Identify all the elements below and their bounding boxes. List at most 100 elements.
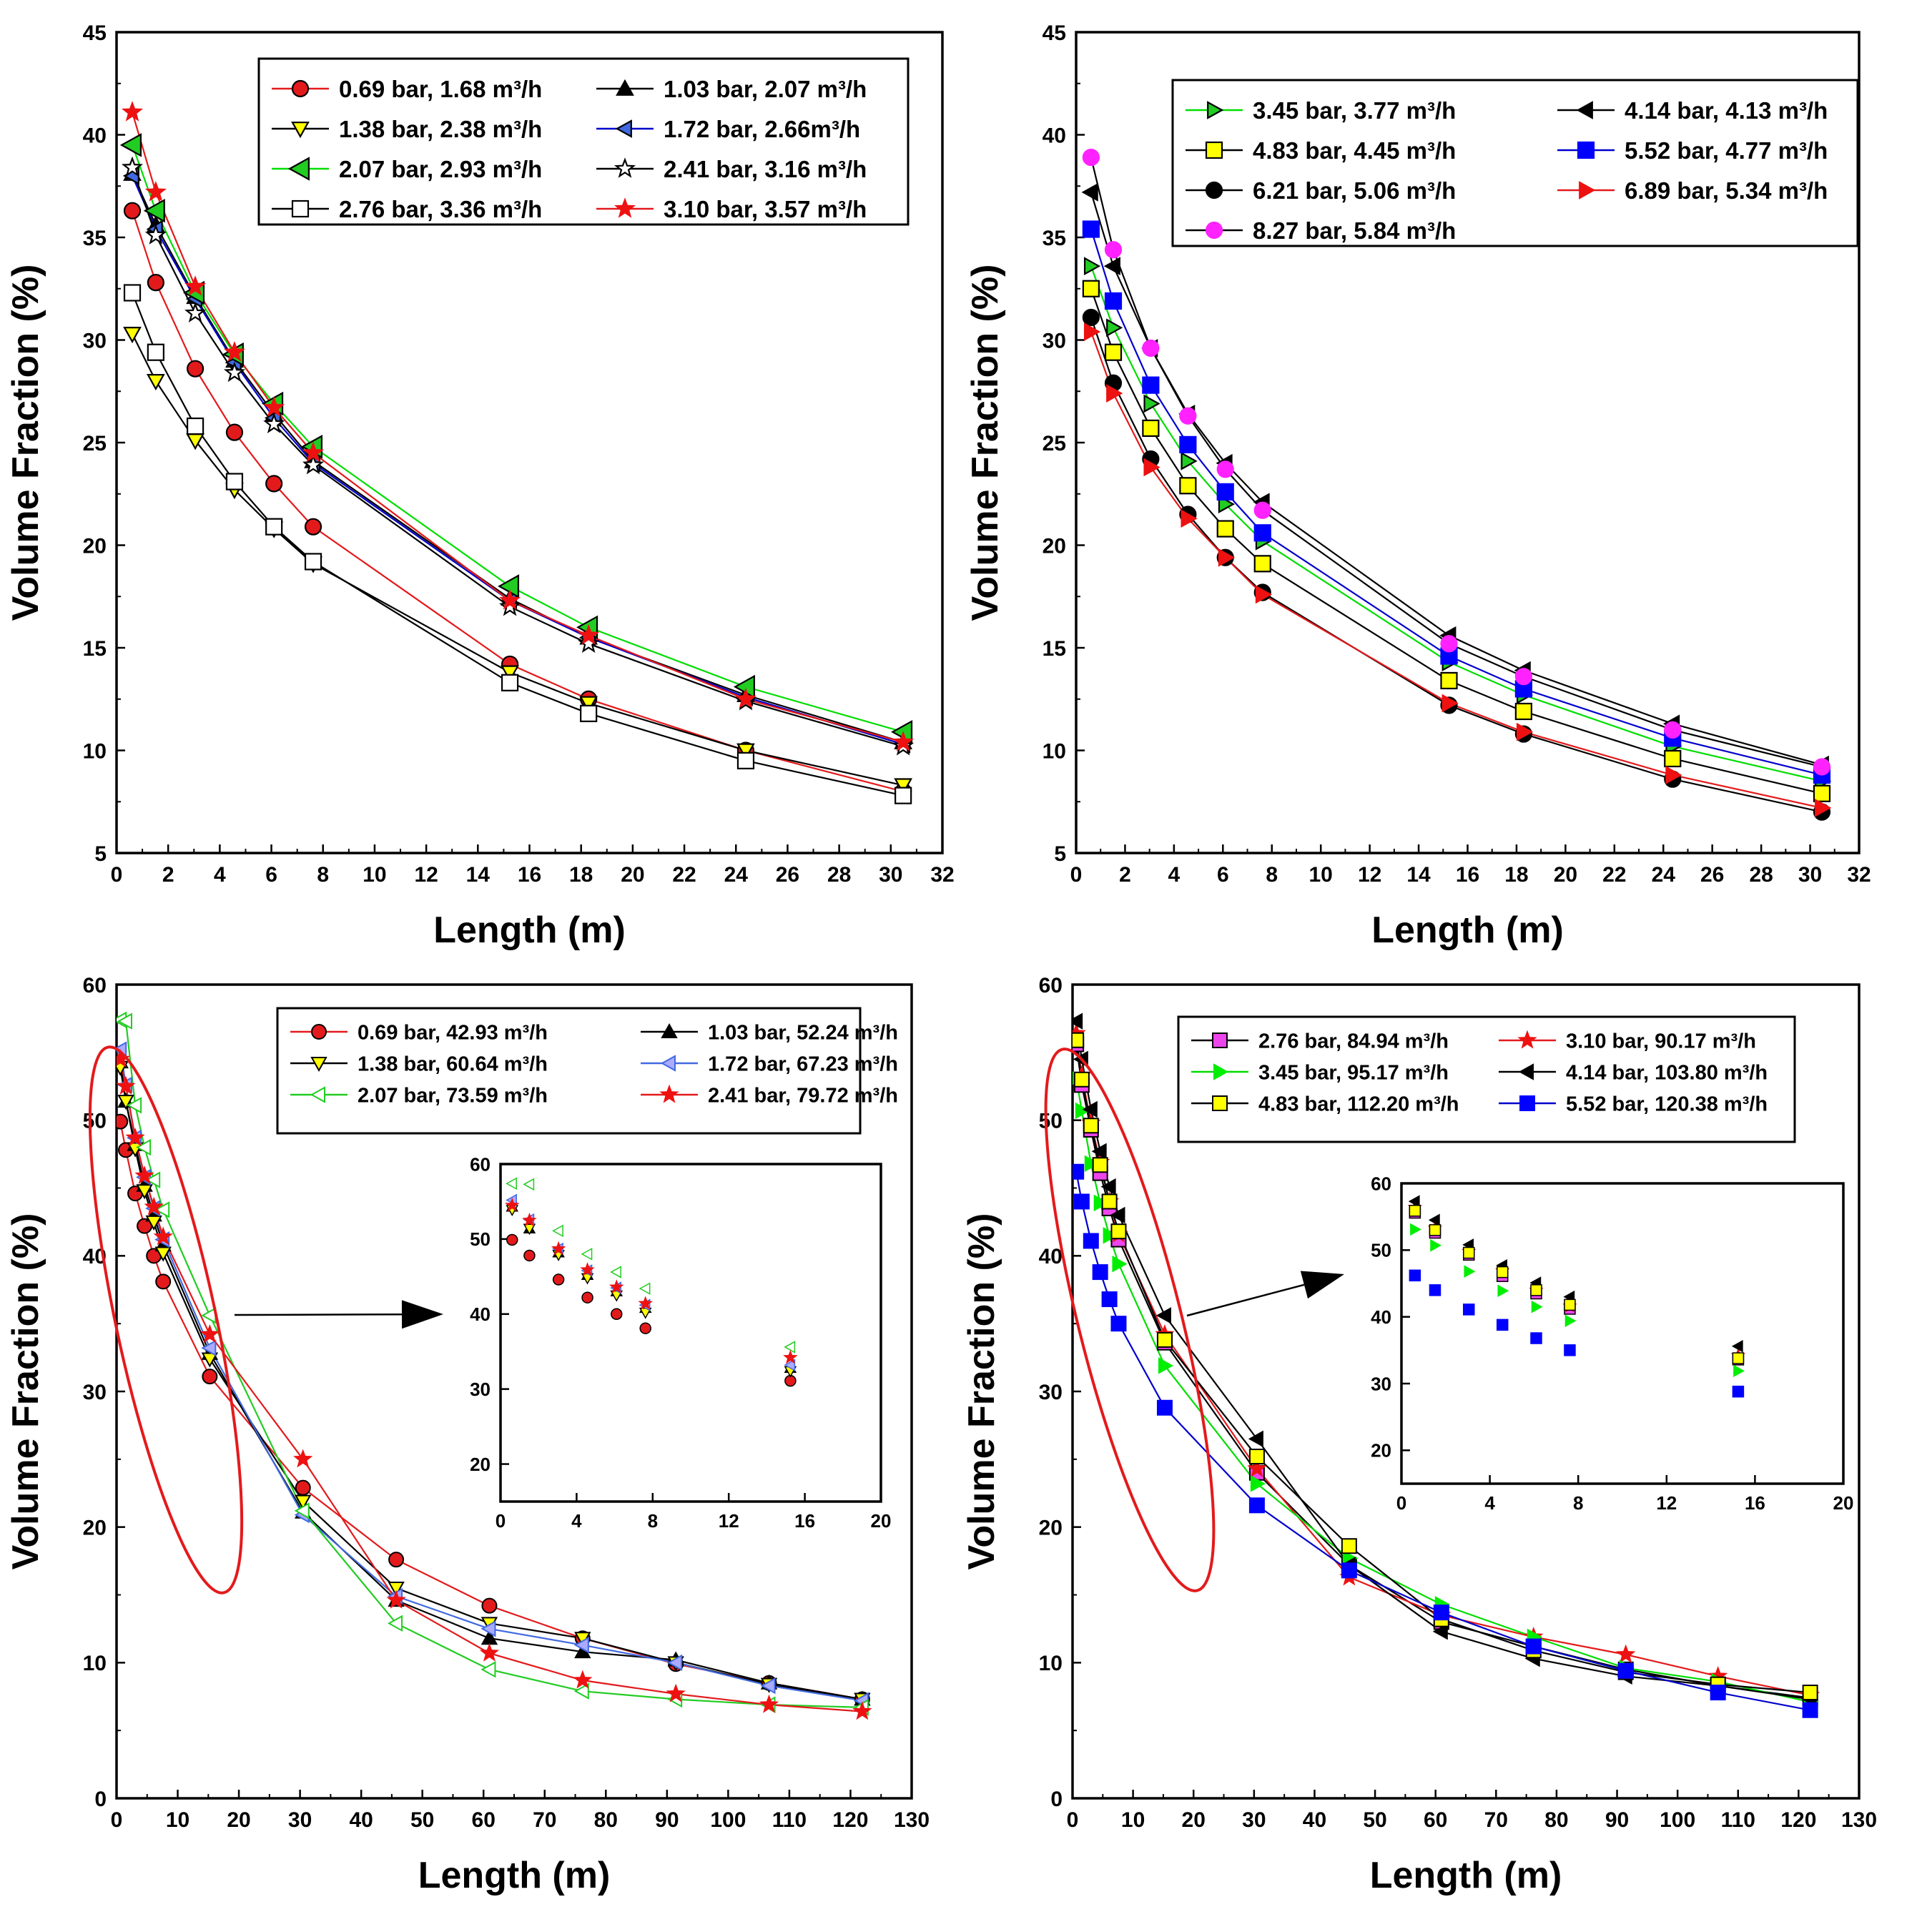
data-point: [1083, 1118, 1099, 1134]
data-point: [146, 373, 165, 391]
data-point: [1142, 376, 1160, 394]
inset-data-point: [1530, 1284, 1542, 1296]
inset-xtick-label: 12: [1656, 1492, 1677, 1514]
data-point: [1082, 148, 1100, 167]
series-line-2: [132, 333, 904, 787]
axis-xtick-label: 110: [772, 1808, 807, 1832]
axis-xtick-label: 10: [363, 863, 386, 887]
axis-ytick-label: 60: [83, 974, 107, 997]
axis-xtick-label: 70: [1484, 1808, 1508, 1832]
panel-bottom-right: 0 10 20 30 40 50 60 70 80 90 100 110 120 130010203040…: [961, 974, 1877, 1896]
axis-ytick-label: 40: [83, 124, 107, 147]
legend-marker: [310, 1057, 327, 1073]
legend-label: 1.03 bar, 52.24 m³/h: [708, 1021, 898, 1044]
data-point: [1092, 1157, 1108, 1173]
axis-xtick-label: 24: [724, 863, 749, 887]
inset-data-point: [1409, 1269, 1421, 1282]
axis-ytick-label: 40: [1039, 1245, 1063, 1268]
inset-data-point: [1531, 1300, 1543, 1314]
data-point: [154, 1201, 170, 1218]
inset-data-point: [1530, 1332, 1542, 1344]
inset-data-point: [551, 1241, 566, 1256]
inset-data-point: [783, 1349, 798, 1364]
data-point: [144, 181, 167, 202]
legend-label: 4.83 bar, 4.45 m³/h: [1253, 137, 1456, 164]
inset-data-point: [506, 1233, 518, 1246]
axis-xtick-label: 20: [1182, 1808, 1206, 1832]
inset-xtick-label: 0: [1396, 1492, 1406, 1514]
axis-xtick-label: 130: [1841, 1808, 1877, 1832]
inset-xtick-label: 12: [719, 1510, 739, 1532]
series-line-4: [119, 1019, 862, 1708]
data-point: [1514, 702, 1532, 721]
data-point: [1083, 257, 1101, 276]
y-axis-label: Volume Fraction (%): [5, 265, 46, 621]
axis-ytick-label: 45: [83, 21, 107, 45]
data-point: [573, 1682, 589, 1700]
legend-marker: [291, 122, 310, 139]
legend-box: [276, 1007, 862, 1135]
axis-ytick-label: 35: [83, 227, 107, 250]
data-point: [760, 1677, 776, 1695]
inset-xtick-label: 0: [496, 1510, 506, 1532]
inset-data-point: [523, 1249, 536, 1262]
axis-xtick-label: 16: [1456, 863, 1479, 887]
data-point: [1617, 1662, 1634, 1679]
inset-data-point: [1496, 1266, 1509, 1278]
axis-xtick-label: 50: [1363, 1808, 1386, 1832]
series-group: [119, 101, 915, 804]
panel-top-left: 0 2 4 6 8 10 12 14 16 18 20 22 24 26 28 30 3251015202530…: [5, 21, 955, 951]
series-line-2: [1090, 288, 1823, 794]
legend-marker: [1213, 1063, 1229, 1080]
axis-xtick-label: 30: [288, 1808, 312, 1832]
data-point: [294, 1502, 310, 1519]
data-point: [1083, 322, 1101, 341]
inset-data-point: [1409, 1205, 1421, 1217]
data-point: [1142, 419, 1160, 438]
data-point: [667, 1654, 683, 1672]
legend-marker: [310, 1086, 325, 1103]
data-point: [1101, 1291, 1118, 1308]
data-point: [1248, 1449, 1265, 1465]
data-point: [1616, 1644, 1636, 1663]
inset-chart: 0 4 8 12 16 20 20 30 40 50 60: [470, 1153, 891, 1532]
inset-data-point: [638, 1296, 653, 1310]
legend-box: [1177, 1015, 1796, 1143]
legend-label: 1.38 bar, 60.64 m³/h: [358, 1053, 548, 1075]
data-point: [1181, 451, 1198, 470]
inset-data-point: [1564, 1344, 1576, 1356]
data-point: [295, 1479, 311, 1496]
axis-xtick-label: 60: [1424, 1808, 1447, 1832]
data-point: [1255, 585, 1273, 604]
data-point: [499, 595, 521, 616]
inset-data-point: [552, 1273, 565, 1286]
series-group: [117, 1011, 872, 1720]
series-line-6: [1090, 157, 1823, 768]
data-point: [736, 751, 755, 769]
axis-xtick-label: 0: [1070, 863, 1083, 887]
axis-xtick-label: 8: [317, 863, 329, 887]
axis-ytick-label: 20: [1039, 1516, 1063, 1539]
inset-data-point: [610, 1266, 622, 1278]
inset-data-point: [581, 1248, 593, 1261]
axis-ytick-label: 10: [1043, 739, 1066, 763]
inset-data-point: [523, 1178, 535, 1191]
inset-data-point: [1462, 1303, 1475, 1316]
callout-arrow-head: [401, 1300, 443, 1329]
axis-ytick-label: 0: [1050, 1788, 1063, 1811]
axis-xtick-label: 40: [349, 1808, 373, 1832]
legend-label: 4.83 bar, 112.20 m³/h: [1258, 1093, 1459, 1115]
inset-ytick-label: 40: [470, 1303, 491, 1325]
y-axis-label: Volume Fraction (%): [965, 265, 1006, 621]
inset-data-point: [1564, 1298, 1576, 1311]
data-point: [1248, 1497, 1265, 1514]
callout-arrow-line: [234, 1313, 403, 1316]
data-point: [1440, 635, 1458, 653]
panel-top-right: 0 2 4 6 8 10 12 14 16 18 20 22 24 26 28 30 3251015202530…: [965, 21, 1871, 951]
legend-label: 3.45 bar, 3.77 m³/h: [1253, 97, 1456, 124]
axis-xtick-label: 30: [1798, 863, 1822, 887]
data-point: [1216, 483, 1234, 501]
legend-label: 3.45 bar, 95.17 m³/h: [1258, 1061, 1449, 1084]
data-point: [1082, 308, 1100, 327]
